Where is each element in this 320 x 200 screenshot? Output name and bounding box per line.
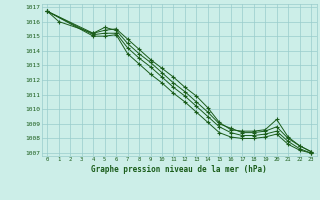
X-axis label: Graphe pression niveau de la mer (hPa): Graphe pression niveau de la mer (hPa) bbox=[91, 165, 267, 174]
